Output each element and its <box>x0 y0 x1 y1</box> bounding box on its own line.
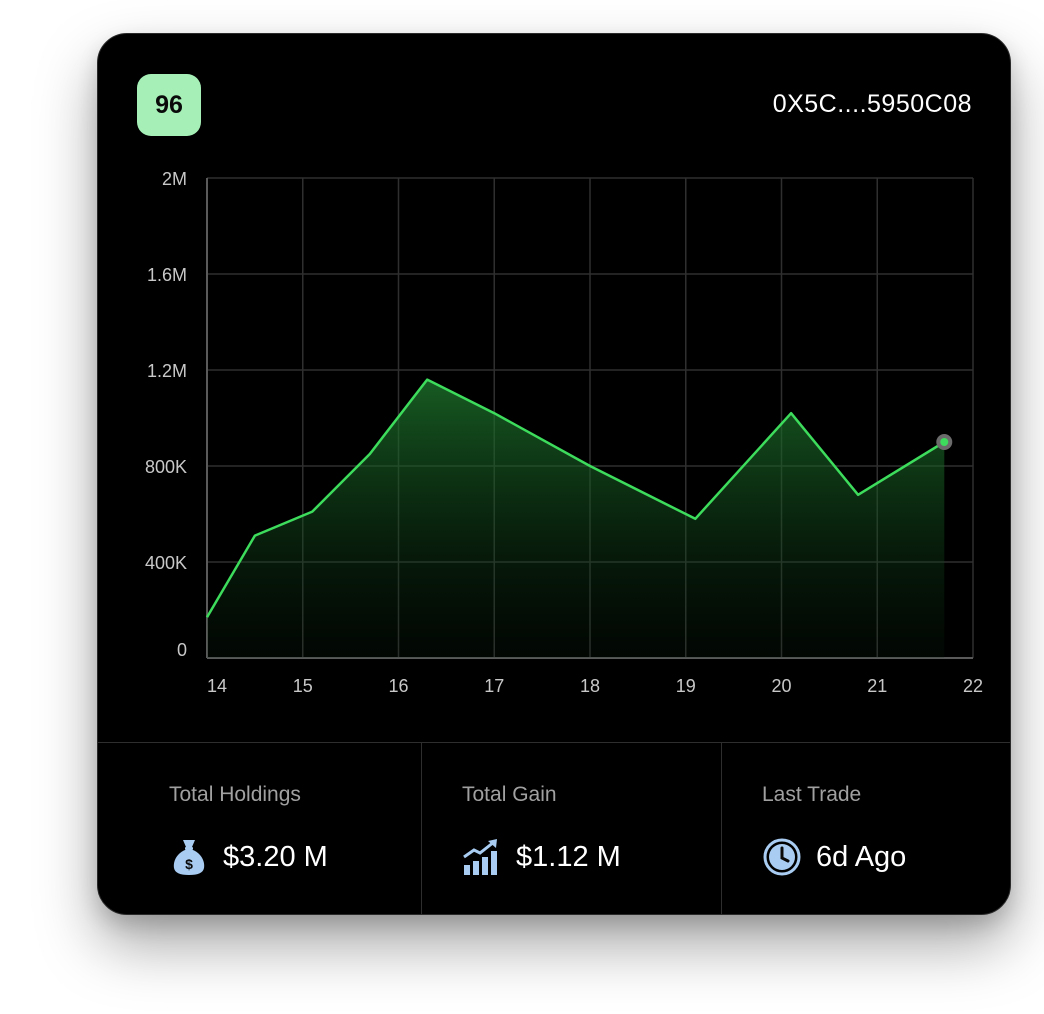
portfolio-card: 96 0X5C....5950C08 0 400K 800K 1.2M 1.6M 2M 14… <box>97 33 1011 915</box>
stat-value-row: $ $3.20 M <box>169 837 328 877</box>
x-tick-label: 22 <box>963 676 983 696</box>
clock-icon <box>762 837 802 877</box>
x-tick-label: 17 <box>484 676 504 696</box>
stat-value: 6d Ago <box>816 840 907 873</box>
last-point-marker[interactable] <box>940 438 949 446</box>
money-bag-icon: $ <box>169 837 209 877</box>
x-tick-label: 19 <box>676 676 696 696</box>
holdings-chart: 0 400K 800K 1.2M 1.6M 2M 14 15 16 17 18 19 20 21 22 <box>145 169 983 696</box>
series-line <box>205 378 945 618</box>
y-tick-label: 400K <box>145 553 187 573</box>
y-tick-label: 0 <box>177 640 187 660</box>
stat-value-row: 6d Ago <box>762 837 906 877</box>
y-tick-label: 800K <box>145 457 187 477</box>
x-tick-label: 14 <box>207 676 227 696</box>
series-area-fill <box>207 379 945 658</box>
chart-axis-labels: 0 400K 800K 1.2M 1.6M 2M 14 15 16 17 18 19 20 21 22 <box>145 169 983 696</box>
y-tick-label: 1.6M <box>147 265 187 285</box>
stat-label: Total Gain <box>462 783 557 806</box>
stat-label: Total Holdings <box>169 783 301 806</box>
wallet-address[interactable]: 0X5C....5950C08 <box>772 90 972 118</box>
stat-total-holdings: Total Holdings $ $3.20 M <box>98 743 421 914</box>
score-value: 96 <box>155 90 183 119</box>
stats-row: Total Holdings $ $3.20 M Total Gain <box>98 742 1010 914</box>
stat-last-trade: Last Trade 6d Ago <box>721 743 1010 914</box>
y-tick-label: 2M <box>162 169 187 189</box>
stat-total-gain: Total Gain $1.12 M <box>421 743 721 914</box>
stat-value: $1.12 M <box>516 840 621 873</box>
stat-value-row: $1.12 M <box>462 837 621 877</box>
score-badge: 96 <box>137 74 201 136</box>
svg-text:$: $ <box>185 856 193 872</box>
stat-label: Last Trade <box>762 783 862 806</box>
stat-value: $3.20 M <box>223 840 328 873</box>
x-tick-label: 20 <box>771 676 791 696</box>
x-tick-label: 18 <box>580 676 600 696</box>
growth-chart-icon <box>462 837 502 877</box>
x-tick-label: 21 <box>867 676 887 696</box>
x-tick-label: 15 <box>293 676 313 696</box>
chart-area <box>205 378 953 658</box>
y-tick-label: 1.2M <box>147 361 187 381</box>
x-tick-label: 16 <box>388 676 408 696</box>
